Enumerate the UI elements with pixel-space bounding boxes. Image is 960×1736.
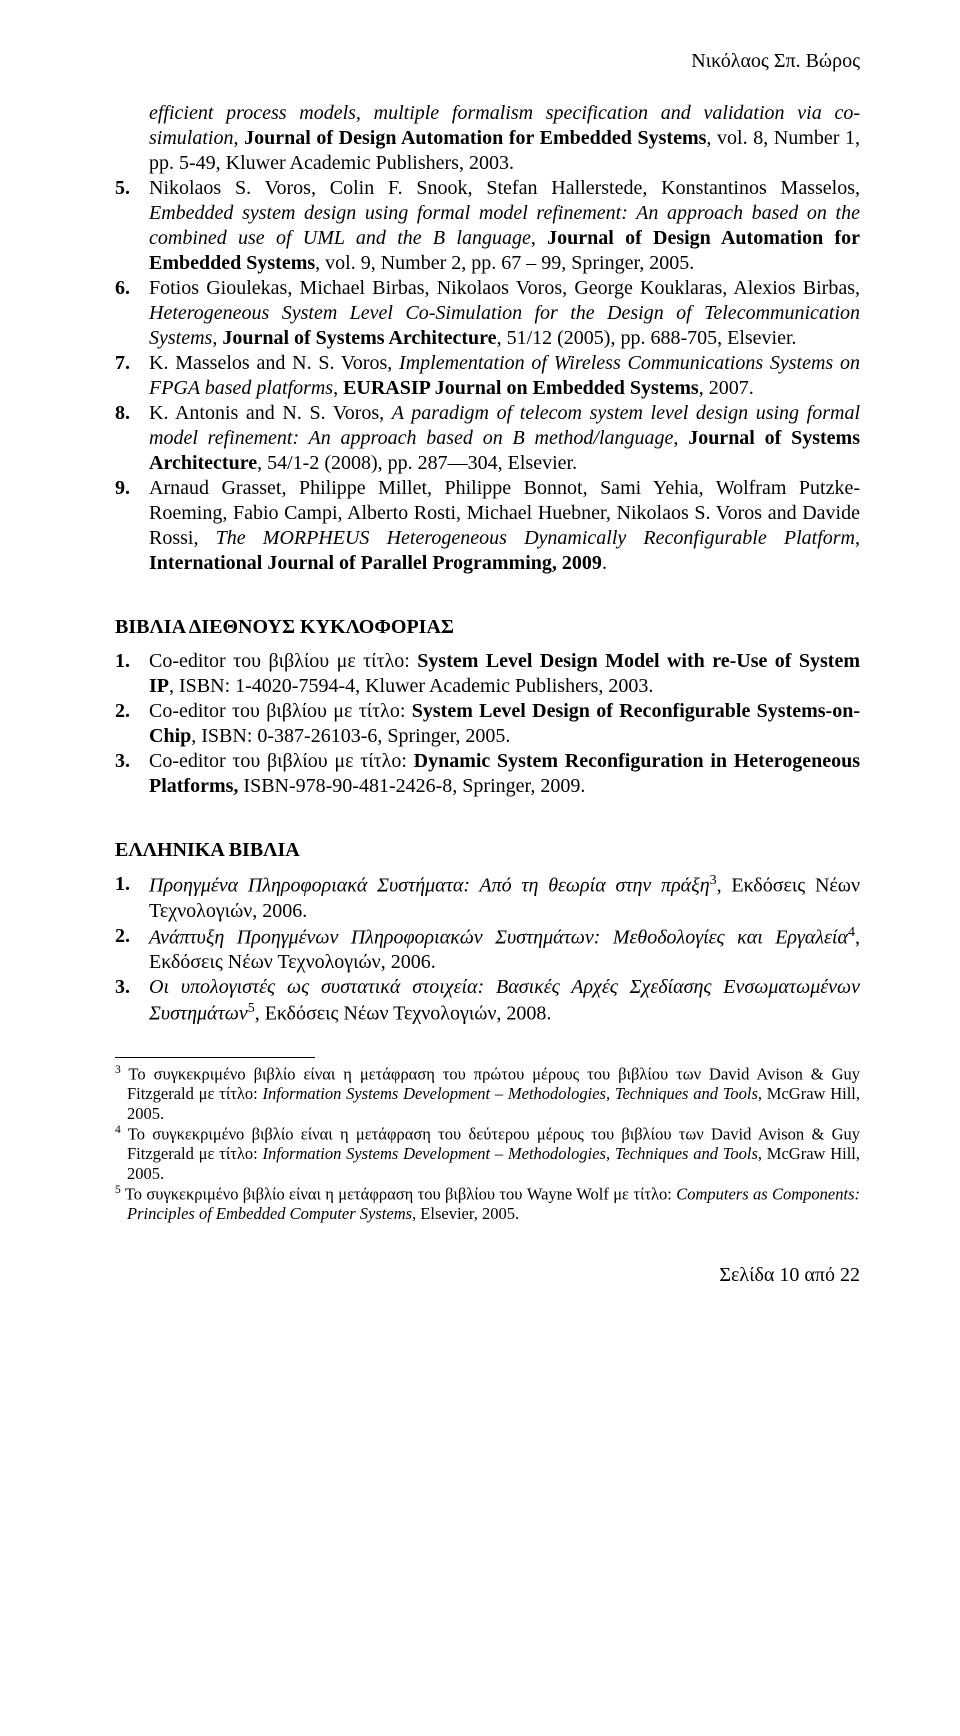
ref-journal: Journal of Systems Architecture: [222, 327, 496, 349]
ref-tail: , 51/12 (2005), pp. 688-705, Elsevier.: [497, 327, 797, 349]
reference-item: 3. Co-editor του βιβλίου με τίτλο: Dynam…: [115, 749, 860, 799]
ref-number: 7.: [115, 351, 130, 376]
footnote-pre: Το συγκεκριμένο βιβλίο είναι η μετάφραση…: [121, 1184, 676, 1203]
reference-item: 6. Fotios Gioulekas, Michael Birbas, Nik…: [115, 276, 860, 351]
ref-authors: K. Antonis and N. S. Voros,: [149, 402, 392, 424]
ref-number: 3.: [115, 975, 130, 1000]
ref-book-title: Προηγμένα Πληροφοριακά Συστήματα: Από τη…: [149, 875, 710, 897]
ref-number: 2.: [115, 699, 130, 724]
ref-number: 6.: [115, 276, 130, 301]
footnote-tail: Elsevier, 2005.: [416, 1204, 519, 1223]
ref-number: 3.: [115, 749, 130, 774]
reference-item: 2. Ανάπτυξη Προηγμένων Πληροφοριακών Συσ…: [115, 924, 860, 976]
ref-sep: ,: [855, 527, 860, 549]
ref-authors: Nikolaos S. Voros, Colin F. Snook, Stefa…: [149, 177, 860, 199]
ref-tail: , Εκδόσεις Νέων Τεχνολογιών, 2008.: [255, 1003, 552, 1025]
ref-sep: ,: [673, 427, 688, 449]
reference-item: 2. Co-editor του βιβλίου με τίτλο: Syste…: [115, 699, 860, 749]
section-title-greek-books: ΕΛΛΗΝΙΚΑ ΒΙΒΛΙΑ: [115, 839, 860, 862]
ref-pre: Co-editor του βιβλίου με τίτλο:: [149, 700, 412, 722]
footnote: 3 Το συγκεκριμένο βιβλίο είναι η μετάφρα…: [115, 1064, 860, 1124]
footnote: 4 Το συγκεκριμένο βιβλίο είναι η μετάφρα…: [115, 1124, 860, 1184]
ref-number: 8.: [115, 401, 130, 426]
ref-tail: ISBN-978-90-481-2426-8, Springer, 2009.: [243, 775, 585, 797]
footnote-ref: 3: [710, 873, 717, 888]
reference-list-books-intl: 1. Co-editor του βιβλίου με τίτλο: Syste…: [115, 649, 860, 799]
page-footer: Σελίδα 10 από 22: [115, 1264, 860, 1287]
ref-number: 1.: [115, 649, 130, 674]
ref-tail: , ISBN: 0-387-26103-6, Springer, 2005.: [191, 725, 510, 747]
ref-title: The MORPHEUS Heterogeneous Dynamically R…: [216, 527, 855, 549]
ref-sep: ,: [333, 377, 343, 399]
ref-tail: .: [602, 552, 607, 574]
reference-item: 5. Nikolaos S. Voros, Colin F. Snook, St…: [115, 176, 860, 276]
ref-authors: K. Masselos and N. S. Voros,: [149, 352, 399, 374]
ref-sep: ,: [212, 327, 222, 349]
footnote-separator: [115, 1057, 315, 1058]
ref-continuation: efficient process models, multiple forma…: [115, 101, 860, 176]
ref-book-title: Ανάπτυξη Προηγμένων Πληροφοριακών Συστημ…: [149, 926, 848, 948]
ref-continuation-sep: ,: [233, 127, 244, 149]
footnote-ref: 5: [248, 1001, 255, 1016]
ref-number: 1.: [115, 872, 130, 897]
reference-item: 9. Arnaud Grasset, Philippe Millet, Phil…: [115, 476, 860, 576]
ref-journal: International Journal of Parallel Progra…: [149, 552, 602, 574]
ref-number: 5.: [115, 176, 130, 201]
ref-continuation-journal: Journal of Design Automation for Embedde…: [244, 127, 706, 149]
footnote-title: Information Systems Development – Method…: [262, 1084, 762, 1103]
reference-item: 7. K. Masselos and N. S. Voros, Implemen…: [115, 351, 860, 401]
reference-list-main: 5. Nikolaos S. Voros, Colin F. Snook, St…: [115, 176, 860, 576]
ref-tail: , ISBN: 1-4020-7594-4, Kluwer Academic P…: [169, 675, 653, 697]
reference-list-books-greek: 1. Προηγμένα Πληροφοριακά Συστήματα: Από…: [115, 872, 860, 1027]
ref-authors: Fotios Gioulekas, Michael Birbas, Nikola…: [149, 277, 860, 299]
footnote-title: Information Systems Development – Method…: [262, 1144, 762, 1163]
ref-tail: , vol. 9, Number 2, pp. 67 – 99, Springe…: [315, 252, 694, 274]
page: Νικόλαος Σπ. Βώρος efficient process mod…: [0, 0, 960, 1736]
footnote: 5 Το συγκεκριμένο βιβλίο είναι η μετάφρα…: [115, 1184, 860, 1224]
ref-tail: , 54/1-2 (2008), pp. 287—304, Elsevier.: [257, 452, 577, 474]
ref-pre: Co-editor του βιβλίου με τίτλο:: [149, 650, 417, 672]
ref-number: 2.: [115, 924, 130, 949]
footnote-ref: 4: [848, 925, 855, 940]
reference-item: 8. K. Antonis and N. S. Voros, A paradig…: [115, 401, 860, 476]
ref-journal: EURASIP Journal on Embedded Systems: [343, 377, 699, 399]
ref-pre: Co-editor του βιβλίου με τίτλο:: [149, 750, 414, 772]
ref-tail: , 2007.: [699, 377, 754, 399]
reference-item: 3. Οι υπολογιστές ως συστατικά στοιχεία:…: [115, 975, 860, 1027]
ref-number: 9.: [115, 476, 130, 501]
reference-item: 1. Co-editor του βιβλίου με τίτλο: Syste…: [115, 649, 860, 699]
ref-sep: ,: [531, 227, 547, 249]
reference-item: 1. Προηγμένα Πληροφοριακά Συστήματα: Από…: [115, 872, 860, 924]
header-author-name: Νικόλαος Σπ. Βώρος: [115, 50, 860, 73]
section-title-international-books: ΒΙΒΛΙΑ ΔΙΕΘΝΟΥΣ ΚΥΚΛΟΦΟΡΙΑΣ: [115, 616, 860, 639]
